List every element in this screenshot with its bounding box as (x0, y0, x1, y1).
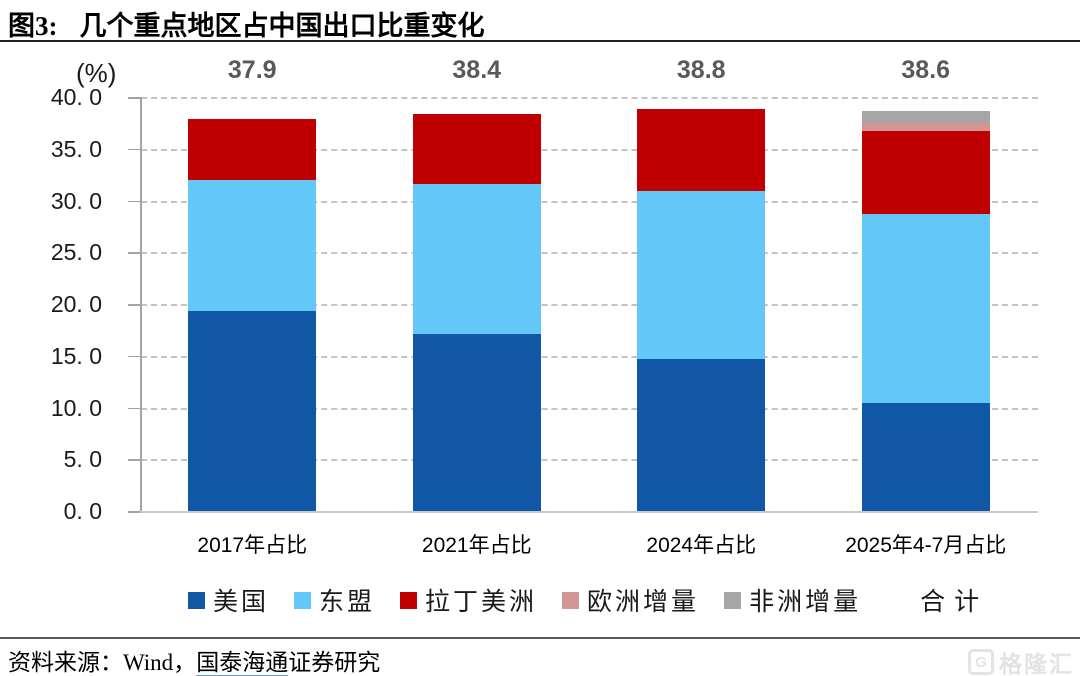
source-prefix: 资料来源：Wind， (8, 650, 197, 675)
bar-segment-拉丁美洲 (861, 131, 990, 214)
gridline (141, 407, 1038, 410)
bar-segment-东盟 (861, 213, 990, 404)
y-axis-unit-label: (%) (76, 58, 117, 88)
y-axis-tick (128, 252, 141, 254)
total-value-label: 38.6 (901, 56, 951, 84)
legend-swatch (400, 591, 418, 609)
legend-swatch (562, 591, 580, 609)
legend-label: 欧洲增量 (587, 589, 700, 616)
bar-segment-拉丁美洲 (637, 109, 766, 192)
y-axis-tick (128, 407, 141, 409)
source-link[interactable]: 国泰海通 (196, 650, 289, 675)
y-axis-tick (128, 148, 141, 151)
y-axis-line (140, 97, 142, 512)
x-axis-category-label: 2017年占比 (197, 534, 308, 557)
gelonghui-watermark-text: 格隆汇 (999, 651, 1074, 676)
y-axis-tick-label: 10. 0 (50, 394, 102, 421)
legend-item-非洲增量: 非洲增量 (724, 582, 861, 618)
bar-segment-拉丁美洲 (188, 118, 317, 180)
legend-label: 东盟 (319, 589, 376, 616)
legend-item-欧洲增量: 欧洲增量 (562, 582, 699, 618)
legend-item-美国: 美国 (188, 582, 269, 618)
bar-segment-美国 (412, 334, 541, 511)
bar-segment-拉丁美洲 (412, 113, 541, 184)
legend-item-total: 合计 (920, 589, 989, 616)
legend-swatch (294, 591, 312, 609)
legend-item-拉丁美洲: 拉丁美洲 (400, 582, 537, 618)
x-axis-category-label: 2021年占比 (421, 534, 532, 557)
gelonghui-logo-icon: G (968, 649, 994, 675)
gridline (141, 355, 1038, 358)
legend-label: 美国 (213, 589, 270, 616)
gridline (141, 97, 1038, 99)
bar-segment-东盟 (188, 179, 317, 312)
source-suffix: 证券研究 (288, 650, 381, 675)
gridline (141, 148, 1038, 151)
y-axis-tick (128, 200, 141, 202)
y-axis-tick-label: 40. 0 (50, 84, 102, 110)
x-axis-category-label: 2024年占比 (646, 534, 757, 557)
bar-segment-东盟 (412, 183, 541, 334)
y-axis-tick-label: 35. 0 (50, 135, 102, 162)
title-divider (0, 40, 1080, 42)
total-value-label: 38.4 (452, 56, 502, 84)
y-axis-tick-label: 0. 0 (63, 498, 102, 524)
figure-title: 图3: 几个重点地区占中国出口比重变化 (8, 4, 485, 43)
total-value-label: 37.9 (227, 56, 277, 84)
y-axis-tick (128, 304, 141, 306)
legend-label: 拉丁美洲 (425, 589, 538, 616)
gelonghui-watermark: G 格隆汇 (968, 645, 1074, 676)
gridline (141, 252, 1038, 255)
legend-label: 非洲增量 (749, 589, 862, 616)
bar-segment-东盟 (637, 191, 766, 359)
y-axis-tick-label: 5. 0 (63, 446, 102, 473)
gridline (141, 459, 1038, 462)
legend-swatch (724, 591, 742, 609)
source-note: 资料来源：Wind，国泰海通证券研究 (8, 643, 380, 676)
y-axis-tick (128, 459, 141, 461)
page-title: 几个重点地区占中国出口比重变化 (79, 11, 485, 41)
bar-segment-美国 (637, 358, 766, 511)
footer-divider (0, 637, 1080, 639)
legend-swatch (188, 591, 205, 609)
y-axis-tick-label: 25. 0 (50, 239, 102, 266)
y-axis-tick-label: 30. 0 (50, 187, 102, 214)
bar-segment-美国 (188, 311, 317, 511)
y-axis-tick (128, 97, 141, 99)
y-axis-tick-label: 15. 0 (50, 342, 102, 369)
gelonghui-logo-letter: G (975, 653, 987, 671)
gridline (141, 304, 1038, 306)
total-value-label: 38.8 (676, 56, 726, 84)
figure-number: 图3: (8, 11, 58, 41)
y-axis-tick-label: 20. 0 (50, 291, 102, 317)
bar-segment-欧洲增量 (861, 122, 990, 132)
bar-segment-美国 (861, 403, 990, 511)
y-axis-tick (128, 355, 141, 358)
gridline (141, 200, 1038, 203)
legend-item-东盟: 东盟 (294, 582, 375, 618)
bar-segment-非洲增量 (861, 111, 990, 123)
chart-legend: 美国 东盟 拉丁美洲 欧洲增量 非洲增量 合计 (188, 582, 988, 618)
y-axis-tick (128, 511, 141, 513)
x-axis-category-label: 2025年4-7月占比 (845, 534, 1007, 557)
x-axis-baseline (140, 511, 1038, 513)
